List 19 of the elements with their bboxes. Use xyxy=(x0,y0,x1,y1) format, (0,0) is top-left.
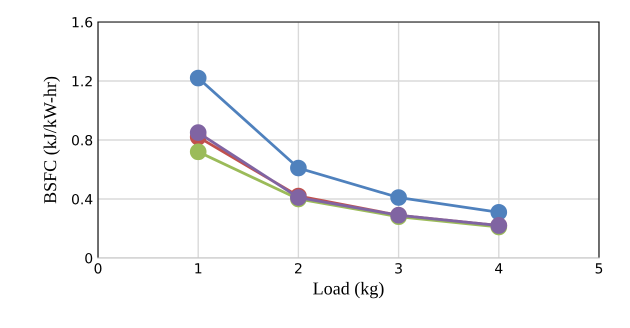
x-tick-label: 1 xyxy=(195,263,202,274)
y-tick-label: 1.6 xyxy=(72,16,92,28)
point xyxy=(490,204,508,221)
x-axis-title: Load (kg) xyxy=(313,282,384,298)
x-tick-label: 3 xyxy=(395,263,402,274)
y-tick-label: 0.8 xyxy=(72,134,92,146)
y-axis-title: BSFC (kJ/kW-hr) xyxy=(44,76,60,204)
x-tick-label: 4 xyxy=(495,263,502,274)
y-tick-label: 1.2 xyxy=(72,76,92,86)
x-tick-label: 2 xyxy=(295,263,302,274)
point xyxy=(190,143,207,160)
point xyxy=(290,160,307,176)
point xyxy=(390,189,407,206)
x-tick-label: 0 xyxy=(94,263,102,274)
x-tick-label: 5 xyxy=(596,263,602,274)
y-tick-label: 0 xyxy=(85,252,92,264)
point xyxy=(190,70,207,86)
point xyxy=(190,124,207,141)
y-tick-label: 0.4 xyxy=(72,194,92,204)
